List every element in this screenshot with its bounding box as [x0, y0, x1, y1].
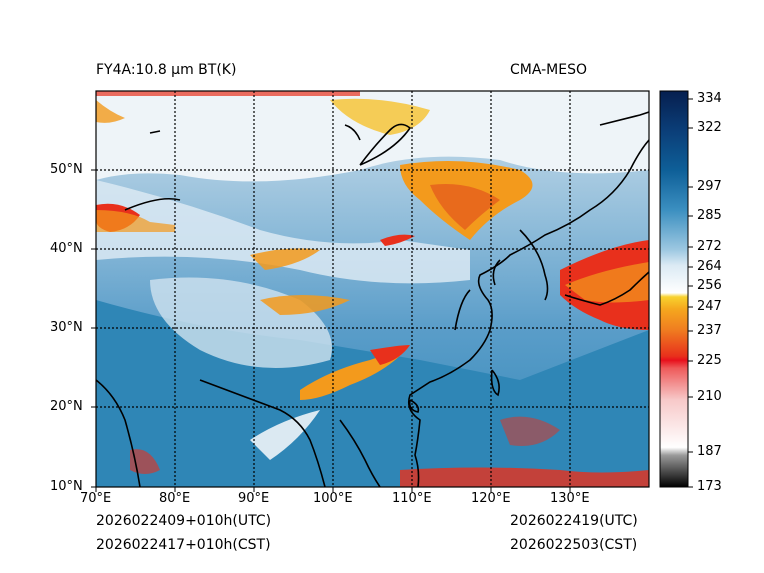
source-label: CMA-MESO [510, 62, 588, 78]
colorbar-frame [659, 90, 689, 488]
colorbar-tick-label: 237 [697, 323, 722, 338]
lat-tick-label: 20°N [50, 399, 83, 414]
colorbar-tick-label: 264 [697, 259, 722, 274]
colorbar-tick-label: 210 [697, 389, 722, 404]
valid-time-cst: 2026022503(CST) [510, 537, 638, 553]
graticule [96, 91, 649, 487]
lon-tick-label: 70°E [80, 491, 112, 506]
lon-tick-label: 110°E [392, 491, 432, 506]
colorbar-gradient [660, 91, 688, 487]
lat-tick-label: 40°N [50, 241, 83, 256]
lat-tick-label: 50°N [50, 162, 83, 177]
lon-tick-label: 90°E [238, 491, 270, 506]
colorbar-tick-marks [688, 98, 693, 488]
colorbar-tick-label: 322 [697, 120, 722, 135]
lon-tick-label: 100°E [313, 491, 353, 506]
lon-tick-label: 120°E [471, 491, 511, 506]
colorbar-tick-label: 256 [697, 278, 722, 293]
lon-tick-label: 80°E [159, 491, 191, 506]
valid-time-utc: 2026022419(UTC) [510, 513, 638, 529]
colorbar-tick-label: 334 [697, 91, 722, 106]
colorbar-tick-label: 272 [697, 239, 722, 254]
colorbar-tick-label: 285 [697, 208, 722, 223]
colorbar-tick-label: 225 [697, 353, 722, 368]
colorbar-tick-label: 173 [697, 479, 722, 494]
init-time-utc: 2026022409+010h(UTC) [96, 513, 272, 529]
lon-tick-label: 130°E [550, 491, 590, 506]
lat-tick-label: 30°N [50, 320, 83, 335]
axis-tick-marks [91, 169, 571, 492]
coastline [96, 111, 649, 487]
colorbar-tick-label: 297 [697, 179, 722, 194]
satellite-image [96, 91, 649, 487]
lat-tick-label: 10°N [50, 479, 83, 494]
colorbar-tick-label: 187 [697, 444, 722, 459]
map-frame [95, 90, 650, 488]
product-title: FY4A:10.8 μm BT(K) [96, 62, 237, 78]
colorbar-tick-label: 247 [697, 299, 722, 314]
init-time-cst: 2026022417+010h(CST) [96, 537, 271, 553]
